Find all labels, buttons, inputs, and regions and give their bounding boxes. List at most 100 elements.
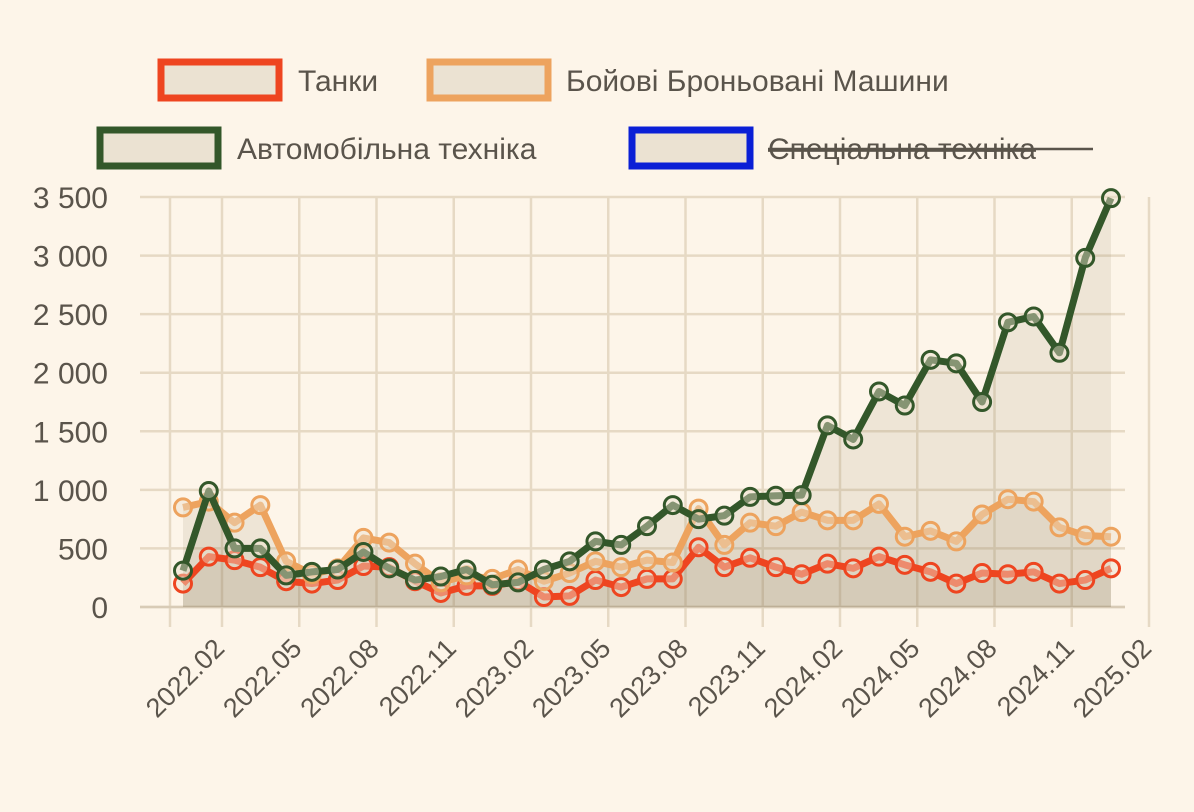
data-point xyxy=(637,516,657,537)
series-areas xyxy=(183,198,1111,607)
data-point xyxy=(920,349,941,370)
data-point xyxy=(997,564,1018,585)
data-point xyxy=(379,532,400,553)
data-point xyxy=(250,538,271,559)
x-tick-label: 2024.11 xyxy=(991,633,1080,722)
data-point xyxy=(559,551,580,572)
data-point xyxy=(843,510,864,531)
data-point xyxy=(920,561,941,582)
grid xyxy=(140,195,1151,627)
data-point xyxy=(894,554,915,575)
data-point xyxy=(817,415,838,436)
data-point xyxy=(843,558,864,579)
y-axis: 0 500 1 000 1 500 2 000 2 500 3 000 3 500 xyxy=(33,182,108,625)
x-tick-label: 2022.11 xyxy=(373,633,462,722)
data-point xyxy=(791,502,812,523)
legend-label: Автомобільна техніка xyxy=(237,133,537,166)
x-tick-label: 2024.08 xyxy=(913,633,1003,723)
data-point xyxy=(765,557,786,578)
x-tick-label: 2024.02 xyxy=(758,633,848,723)
data-point xyxy=(611,577,632,598)
data-point xyxy=(1023,491,1044,512)
y-tick-label: 3 000 xyxy=(33,241,108,274)
x-tick-label: 2022.05 xyxy=(217,633,307,723)
data-point xyxy=(920,520,941,541)
data-point xyxy=(430,566,451,587)
series-area xyxy=(183,198,1111,607)
x-tick-label: 2025.02 xyxy=(1067,633,1157,723)
data-point xyxy=(1101,188,1121,209)
data-point xyxy=(946,573,967,594)
data-point xyxy=(817,510,838,531)
data-point xyxy=(327,559,348,580)
x-tick-label: 2023.11 xyxy=(682,633,771,722)
legend-label: Танки xyxy=(298,65,378,98)
data-point xyxy=(869,381,889,402)
data-point xyxy=(714,534,735,555)
data-point xyxy=(456,559,477,580)
data-point xyxy=(1049,517,1070,538)
y-tick-label: 2 000 xyxy=(33,358,108,391)
series-area xyxy=(183,547,1111,607)
data-point xyxy=(250,495,271,516)
series-Автомобільна техніка xyxy=(173,188,1121,595)
legend-item-tanks[interactable]: Танки xyxy=(157,58,378,102)
data-point xyxy=(740,547,761,568)
legend-swatch xyxy=(96,126,222,170)
data-point xyxy=(482,574,503,595)
data-point xyxy=(791,564,812,585)
legend-swatch xyxy=(157,58,283,102)
data-point xyxy=(894,526,915,547)
x-tick-label: 2022.08 xyxy=(295,633,385,723)
data-point xyxy=(714,505,735,526)
data-point xyxy=(173,560,193,581)
legend-item-ifv[interactable]: Бойові Броньовані Машини xyxy=(426,58,949,102)
data-point xyxy=(585,570,606,591)
data-point xyxy=(688,509,709,530)
x-tick-label: 2024.05 xyxy=(835,633,925,723)
data-point xyxy=(1075,247,1096,268)
legend-item-vehicles[interactable]: Автомобільна техніка xyxy=(96,126,537,170)
y-tick-label: 0 xyxy=(91,592,108,625)
data-point xyxy=(972,392,993,412)
data-point xyxy=(301,561,322,582)
x-tick-label: 2023.08 xyxy=(604,633,694,723)
data-point xyxy=(533,559,554,580)
data-point xyxy=(740,512,761,533)
data-point xyxy=(765,516,786,537)
data-point xyxy=(1101,558,1121,579)
legend-label: Бойові Броньовані Машини xyxy=(566,65,949,98)
data-point xyxy=(688,537,709,558)
data-point xyxy=(405,570,425,591)
data-point xyxy=(1049,573,1070,594)
data-point xyxy=(946,353,967,374)
data-point xyxy=(508,572,529,593)
y-tick-label: 1 500 xyxy=(33,416,108,449)
data-point xyxy=(1075,570,1096,591)
data-point xyxy=(1023,306,1044,327)
data-point xyxy=(1049,342,1070,363)
y-tick-label: 500 xyxy=(58,533,108,566)
data-point xyxy=(585,531,606,552)
data-point xyxy=(869,546,889,567)
data-point xyxy=(198,481,219,502)
data-point xyxy=(173,497,193,518)
data-point xyxy=(817,553,838,574)
data-point xyxy=(997,489,1018,510)
data-point xyxy=(276,551,297,572)
legend-item-special-equipment[interactable]: Спеціальна техніка xyxy=(628,126,1093,170)
legend: Танки Бойові Броньовані Машини Автомобіл… xyxy=(96,58,1093,170)
data-point xyxy=(611,534,632,555)
data-point xyxy=(765,485,786,506)
series-lines xyxy=(173,188,1121,608)
data-point xyxy=(637,550,657,571)
data-point xyxy=(972,504,993,525)
data-point xyxy=(740,486,761,507)
data-point xyxy=(353,556,374,576)
data-point xyxy=(379,558,400,579)
data-point xyxy=(224,538,245,559)
data-point xyxy=(662,552,683,573)
data-point xyxy=(662,568,683,589)
data-point xyxy=(997,312,1018,333)
